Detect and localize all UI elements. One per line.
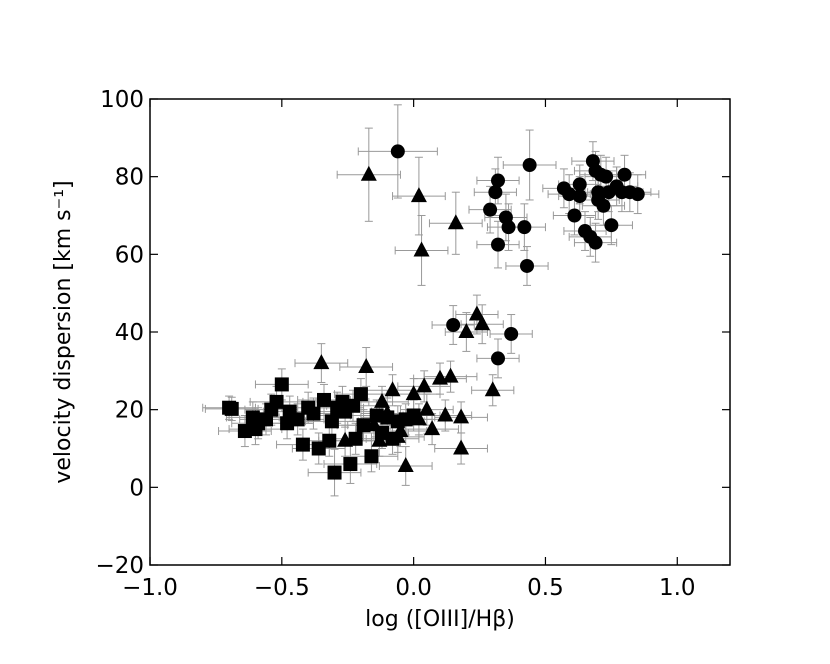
circle-marker [522,158,537,173]
circle-marker [572,189,587,204]
y-tick-label: 0 [129,475,144,501]
square-marker [324,414,339,429]
square-marker [224,401,239,416]
square-marker [274,377,289,392]
triangle-marker [437,406,454,422]
triangle-marker [392,422,409,438]
plot-frame [149,98,731,566]
square-marker [364,449,379,464]
y-tick-label: 80 [115,165,144,191]
circle-marker [491,351,505,366]
circle-marker [483,202,498,217]
square-marker [346,398,360,413]
square-marker [356,418,371,433]
x-axis-label: log ([OIII]/Hβ) [365,607,515,632]
square-marker [280,416,295,431]
triangle-marker [442,367,459,383]
circle-marker [501,220,516,235]
circle-marker [562,187,577,202]
x-tick-label: 0.0 [395,575,432,601]
triangle-marker [410,410,427,426]
triangle-marker [337,431,354,447]
circle-marker [596,198,611,213]
triangle-marker [484,381,501,397]
triangle-marker [371,431,388,447]
x-tick-labels: −1.0 −0.5 0.0 0.5 1.0 [122,575,695,601]
triangle-marker [474,315,491,331]
circle-marker [599,169,614,184]
x-tick-label: 0.5 [527,575,564,601]
triangle-marker [313,354,330,370]
triangle-marker [413,241,430,257]
y-tick-labels: −20 0 20 40 60 80 100 [95,87,144,579]
square-marker [348,431,363,446]
y-tick-label: 40 [115,320,144,346]
circle-marker [588,235,603,250]
square-marker [306,406,321,421]
triangle-marker [416,377,433,393]
square-marker [353,387,368,402]
triangle-marker [458,323,475,338]
circle-marker [567,208,582,223]
y-tick-label: 100 [100,87,144,113]
markers-layer [222,144,645,480]
circle-marker [517,220,532,235]
x-tick-label: −1.0 [122,575,178,601]
circle-marker [491,237,505,252]
square-marker [269,394,284,409]
triangle-marker [405,385,422,401]
axis-ticks [149,98,730,566]
triangle-marker [424,420,441,436]
square-marker [295,437,310,452]
triangle-marker [418,400,435,416]
triangle-marker [453,408,470,424]
triangle-marker [360,165,377,181]
circle-marker [390,144,405,159]
triangle-marker [358,357,375,373]
square-marker [343,457,358,472]
circle-marker [630,187,645,202]
square-marker [317,392,331,407]
x-tick-label: −0.5 [254,575,310,601]
circle-marker [488,185,503,200]
triangle-marker [384,381,401,397]
triangle-marker [447,214,464,230]
x-tick-label: 1.0 [659,575,696,601]
triangle-marker [374,392,390,408]
circle-marker [446,318,461,333]
square-marker [322,433,337,448]
triangle-marker [397,456,414,472]
square-marker [290,412,305,427]
y-axis-label: velocity dispersion [km s⁻¹] [51,180,76,483]
triangle-marker [379,404,396,420]
circle-marker [617,167,632,182]
triangle-marker [366,416,383,432]
circle-marker [604,218,619,233]
y-tick-label: 20 [115,398,144,424]
square-marker [311,441,326,456]
square-marker [237,424,252,439]
triangle-marker [453,439,470,455]
circle-marker [491,173,505,188]
y-tick-label: 60 [115,242,144,268]
y-tick-label: −20 [95,553,144,579]
triangle-marker [468,305,485,321]
circle-marker [520,258,534,273]
triangle-marker [410,187,427,203]
circle-marker [504,326,519,341]
circle-marker [572,177,587,192]
square-marker [327,465,342,480]
